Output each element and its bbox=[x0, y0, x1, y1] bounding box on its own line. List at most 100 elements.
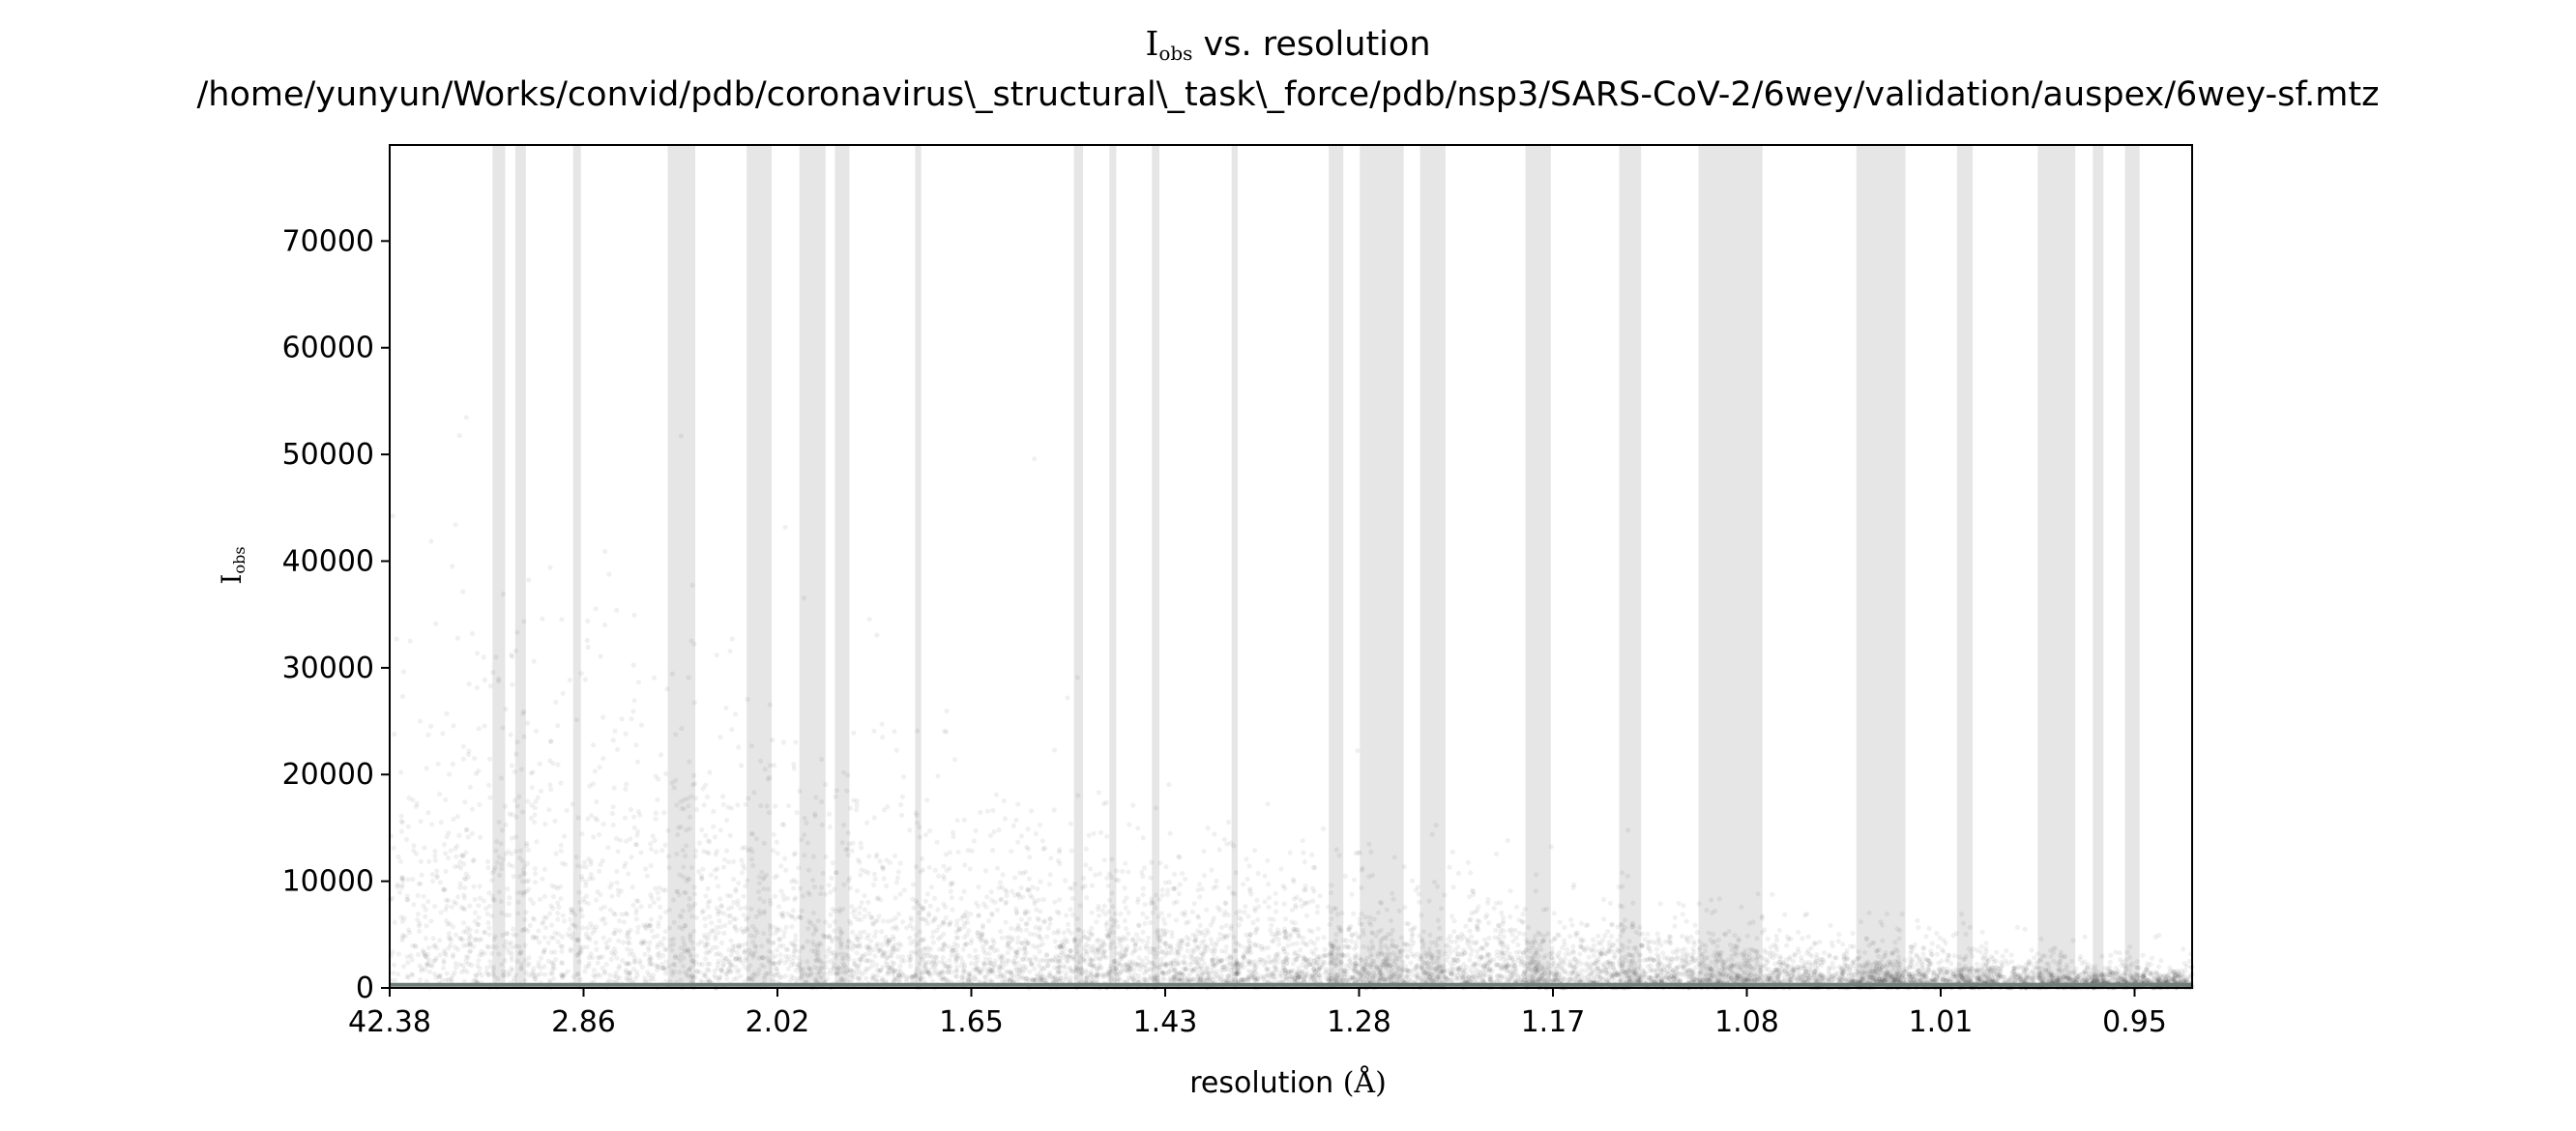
data-point bbox=[1777, 956, 1783, 962]
data-point bbox=[1570, 943, 1576, 949]
data-point bbox=[1534, 966, 1539, 972]
data-point bbox=[1327, 921, 1332, 928]
data-point bbox=[1867, 968, 1873, 973]
data-point bbox=[739, 857, 745, 863]
data-point bbox=[1748, 964, 1754, 970]
data-point bbox=[799, 837, 805, 843]
data-point bbox=[1148, 901, 1154, 907]
data-point bbox=[871, 871, 878, 878]
data-point bbox=[1269, 922, 1274, 928]
data-point bbox=[628, 975, 633, 981]
data-point bbox=[1683, 935, 1689, 941]
data-point bbox=[565, 932, 571, 938]
data-point bbox=[467, 949, 473, 955]
data-point bbox=[1300, 838, 1305, 844]
data-point bbox=[567, 677, 572, 683]
data-point bbox=[1353, 931, 1359, 937]
data-point bbox=[878, 929, 885, 935]
data-point bbox=[1218, 924, 1224, 931]
data-point bbox=[1451, 928, 1457, 935]
data-point bbox=[1156, 974, 1161, 980]
data-point bbox=[824, 976, 830, 982]
ice-ring-band bbox=[1619, 145, 1642, 988]
data-point bbox=[1695, 971, 1701, 976]
data-point bbox=[806, 966, 812, 972]
data-point bbox=[467, 784, 473, 790]
data-point bbox=[1075, 967, 1081, 972]
data-point bbox=[917, 834, 923, 840]
data-point bbox=[540, 876, 545, 882]
data-point bbox=[877, 948, 884, 954]
data-point bbox=[1894, 948, 1901, 954]
data-point bbox=[1356, 850, 1361, 856]
data-point bbox=[1220, 967, 1227, 973]
data-point bbox=[595, 960, 600, 966]
data-point bbox=[2107, 959, 2113, 966]
data-point bbox=[2163, 977, 2169, 983]
data-point bbox=[1072, 968, 1078, 973]
data-point bbox=[638, 904, 644, 910]
data-point bbox=[477, 884, 483, 889]
data-point bbox=[1536, 976, 1541, 982]
data-point bbox=[1837, 976, 1843, 982]
data-point bbox=[683, 853, 688, 859]
data-point bbox=[611, 946, 618, 952]
data-point bbox=[1084, 973, 1090, 979]
data-point bbox=[827, 945, 833, 951]
data-point bbox=[461, 895, 467, 901]
data-point bbox=[848, 973, 854, 979]
data-point bbox=[1522, 906, 1528, 913]
data-point bbox=[2135, 978, 2141, 984]
data-point bbox=[1952, 973, 1959, 979]
data-point bbox=[889, 953, 894, 959]
data-point bbox=[1168, 977, 1174, 983]
data-point bbox=[1237, 914, 1243, 921]
data-point bbox=[1126, 910, 1131, 915]
data-point bbox=[1162, 920, 1168, 927]
data-point bbox=[623, 968, 629, 973]
data-point bbox=[1222, 948, 1228, 954]
data-point bbox=[1235, 965, 1241, 971]
data-point bbox=[1776, 971, 1782, 976]
data-point bbox=[854, 888, 861, 894]
data-point bbox=[638, 850, 644, 856]
data-point bbox=[469, 830, 475, 837]
data-point bbox=[1595, 940, 1601, 945]
data-point bbox=[1075, 927, 1081, 933]
data-point bbox=[1742, 961, 1747, 967]
data-point bbox=[1210, 957, 1215, 963]
data-point bbox=[782, 524, 788, 530]
data-point bbox=[717, 735, 723, 740]
data-point bbox=[984, 894, 990, 900]
data-point bbox=[975, 958, 981, 964]
data-point bbox=[499, 866, 505, 872]
data-point bbox=[530, 973, 536, 979]
data-point bbox=[1560, 965, 1566, 971]
data-point bbox=[1305, 899, 1311, 905]
data-point bbox=[1450, 884, 1456, 890]
data-point bbox=[1212, 831, 1217, 837]
data-point bbox=[1052, 975, 1058, 981]
data-point bbox=[731, 877, 737, 883]
data-point bbox=[1084, 895, 1090, 901]
data-point bbox=[489, 878, 495, 884]
data-point bbox=[398, 818, 404, 825]
data-point bbox=[749, 976, 755, 982]
data-point bbox=[1237, 909, 1243, 914]
data-point bbox=[1003, 919, 1009, 925]
data-point bbox=[1204, 927, 1210, 933]
data-point bbox=[680, 908, 686, 914]
data-point bbox=[1365, 944, 1371, 950]
data-point bbox=[1282, 968, 1288, 973]
data-point bbox=[2149, 955, 2154, 961]
data-point bbox=[1357, 916, 1362, 922]
data-point bbox=[1720, 966, 1726, 972]
data-point bbox=[1349, 933, 1355, 939]
data-point bbox=[949, 970, 954, 975]
data-point bbox=[1779, 962, 1785, 968]
data-point bbox=[1161, 932, 1167, 938]
data-point bbox=[1932, 977, 1938, 983]
data-point bbox=[1983, 960, 1989, 967]
data-point bbox=[1803, 960, 1809, 966]
data-point bbox=[1243, 945, 1248, 951]
